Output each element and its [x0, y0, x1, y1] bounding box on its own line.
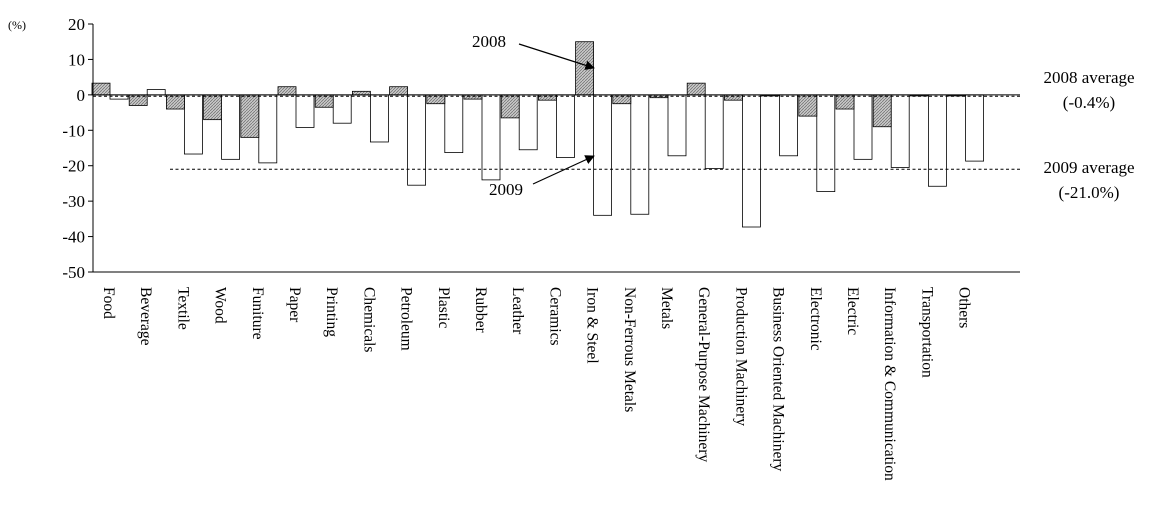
bar-2009-4: [258, 94, 278, 164]
bar-2008-17: [724, 94, 743, 101]
bar-2008-12: [538, 94, 557, 101]
bar-2009-11: [518, 94, 538, 151]
y-tick-label-3: -10: [62, 121, 85, 140]
bar-2009-10: [481, 94, 501, 181]
bar-2009-9: [444, 94, 464, 154]
x-tick-label-20: Electric: [844, 287, 861, 335]
bar-2009-8: [407, 94, 427, 186]
x-tick-label-6: Printing: [323, 287, 340, 337]
bar-2009-20: [853, 94, 873, 160]
annotation-2008-label: 2008: [472, 32, 506, 51]
x-tick-label-22: Transportation: [918, 287, 935, 378]
y-tick-label-0: 20: [68, 15, 85, 34]
average-label-2008: 2008 average (-0.4%): [1043, 68, 1134, 112]
x-tick-label-1: Beverage: [137, 287, 154, 346]
x-tick-label-18: Business Oriented Machinery: [770, 287, 787, 471]
bar-2008-10: [463, 94, 483, 100]
bar-2008-11: [500, 94, 520, 119]
bar-2009-23: [965, 94, 984, 162]
bar-2008-16: [686, 82, 706, 96]
bar-2009-21: [890, 94, 910, 168]
x-tick-label-23: Others: [956, 287, 973, 328]
y-tick-labels: 20 10 0 -10 -20 -30 -40 -50: [62, 15, 85, 282]
x-tick-labels: Food Beverage Textile Wood Funiture Paper Prin…: [100, 287, 973, 481]
x-tick-label-14: Non-Ferrous Metals: [621, 287, 638, 412]
bar-2008-20: [835, 94, 855, 110]
y-tick-label-4: -20: [62, 157, 85, 176]
average-label-2009: 2009 average (-21.0%): [1043, 158, 1134, 202]
x-tick-label-16: General-Purpose Machinery: [695, 287, 712, 462]
annotation-2009: 2009: [489, 155, 595, 199]
x-tick-label-13: Iron & Steel: [584, 287, 601, 364]
x-tick-label-5: Paper: [286, 287, 303, 323]
y-tick-label-2: 0: [77, 86, 86, 105]
x-tick-label-21: Information & Communication: [881, 287, 898, 481]
bar-2009-14: [630, 94, 650, 215]
annotation-2009-arrow: [532, 155, 595, 185]
x-tick-label-9: Plastic: [435, 287, 452, 328]
x-tick-label-10: Rubber: [472, 287, 489, 333]
average-label-2008-line2: (-0.4%): [1063, 93, 1115, 112]
bar-2009-15: [667, 94, 687, 157]
bar-2008-13: [575, 41, 594, 96]
bar-2008-2: [165, 94, 185, 110]
annotation-2008-arrow: [518, 43, 595, 70]
average-label-2008-line1: 2008 average: [1043, 68, 1134, 87]
y-tick-label-5: -30: [62, 192, 85, 211]
y-tick-label-6: -40: [62, 228, 85, 247]
x-tick-label-4: Funiture: [249, 287, 266, 340]
x-tick-label-0: Food: [100, 287, 117, 319]
y-tick-label-7: -50: [62, 263, 85, 282]
bar-2008-3: [203, 94, 223, 121]
bar-2009-3: [221, 94, 241, 160]
x-tick-label-17: Production Machinery: [732, 287, 749, 426]
bar-2009-13: [593, 94, 612, 216]
x-tick-label-8: Petroleum: [398, 287, 415, 351]
average-label-2009-line2: (-21.0%): [1059, 183, 1120, 202]
bar-2009-5: [295, 94, 315, 128]
bar-2008-4: [240, 94, 260, 138]
x-tick-label-2: Textile: [174, 287, 191, 330]
bar-2009-1: [146, 89, 166, 96]
bar-2009-16: [704, 94, 724, 169]
bar-2008-19: [798, 94, 818, 117]
annotation-2008: 2008: [472, 32, 595, 70]
bar-2008-5: [277, 86, 297, 96]
x-tick-label-3: Wood: [212, 287, 229, 324]
x-tick-label-11: Leather: [509, 287, 526, 335]
bar-2009-12: [556, 94, 575, 158]
bar-2009-18: [779, 94, 798, 157]
bar-2008-0: [91, 82, 111, 96]
series-2009-bars: [109, 89, 984, 228]
bar-2009-19: [816, 94, 836, 192]
y-tick-label-1: 10: [68, 50, 85, 69]
bar-2009-17: [742, 94, 761, 228]
bar-2009-6: [332, 94, 352, 124]
y-ticks: [88, 23, 93, 273]
annotation-2009-label: 2009: [489, 180, 523, 199]
average-label-2009-line1: 2009 average: [1043, 158, 1134, 177]
bar-2008-21: [872, 94, 892, 128]
x-tick-label-7: Chemicals: [360, 287, 377, 352]
bar-2009-0: [109, 94, 129, 100]
y-axis-label: (%): [8, 18, 26, 32]
x-tick-label-12: Ceramics: [546, 287, 563, 346]
bar-2009-22: [928, 94, 947, 187]
x-tick-label-19: Electronic: [807, 287, 824, 351]
bar-2009-7: [369, 94, 389, 143]
bar-2008-7: [351, 90, 371, 96]
bar-2009-2: [183, 94, 203, 155]
x-tick-label-15: Metals: [658, 287, 675, 329]
bar-2008-8: [389, 86, 409, 96]
